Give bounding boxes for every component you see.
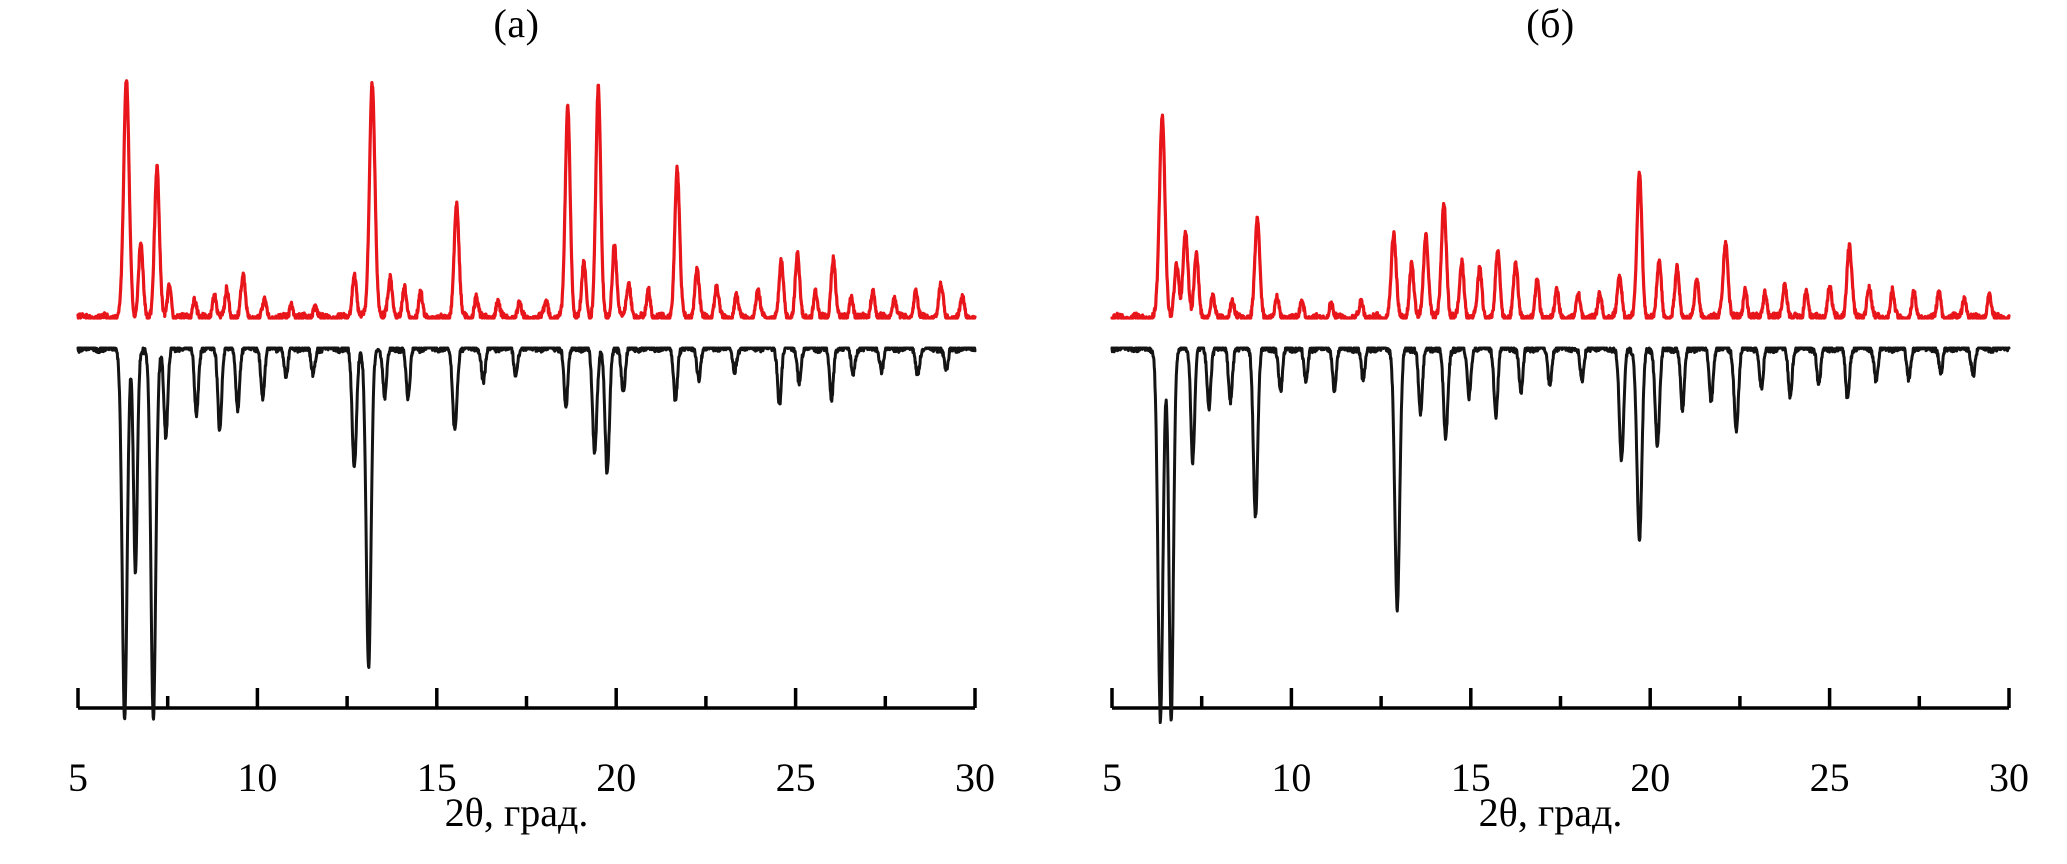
panel-a-svg [76, 79, 977, 721]
x-tick-label: 10 [237, 755, 278, 800]
panel-a-plot [0, 48, 1033, 748]
x-tick-label: 5 [68, 755, 88, 800]
calculated-trace [76, 346, 977, 721]
calculated-trace [1110, 346, 2011, 725]
panel-b-axis-title: 2θ, град. [1478, 790, 1623, 835]
experimental-trace [1110, 113, 2011, 320]
x-tick-label: 20 [596, 755, 637, 800]
panel-b-plot [1034, 48, 2067, 748]
panel-a: (а) 5 10 15 20 25 30 2θ, град. [0, 0, 1033, 864]
x-tick-label: 25 [1809, 755, 1850, 800]
experimental-trace [76, 79, 977, 320]
panel-b-svg [1110, 113, 2011, 725]
x-tick-label: 20 [1630, 755, 1671, 800]
x-tick-label: 10 [1271, 755, 1312, 800]
panel-b: (б) 5 10 15 20 25 30 2θ, град. [1034, 0, 2067, 864]
x-tick-label: 5 [1102, 755, 1122, 800]
panel-a-label: (а) [493, 1, 540, 46]
panel-b-tick-labels: 5 10 15 20 25 30 [1034, 756, 2067, 806]
panel-b-label: (б) [1526, 1, 1575, 46]
x-tick-label: 30 [1989, 755, 2029, 800]
x-tick-label: 15 [1450, 755, 1491, 800]
x-tick-label: 15 [416, 755, 457, 800]
x-tick-label: 25 [775, 755, 816, 800]
panel-a-axis-title: 2θ, град. [444, 790, 589, 835]
panel-a-tick-labels: 5 10 15 20 25 30 [0, 756, 1033, 806]
x-tick-label: 30 [955, 755, 995, 800]
